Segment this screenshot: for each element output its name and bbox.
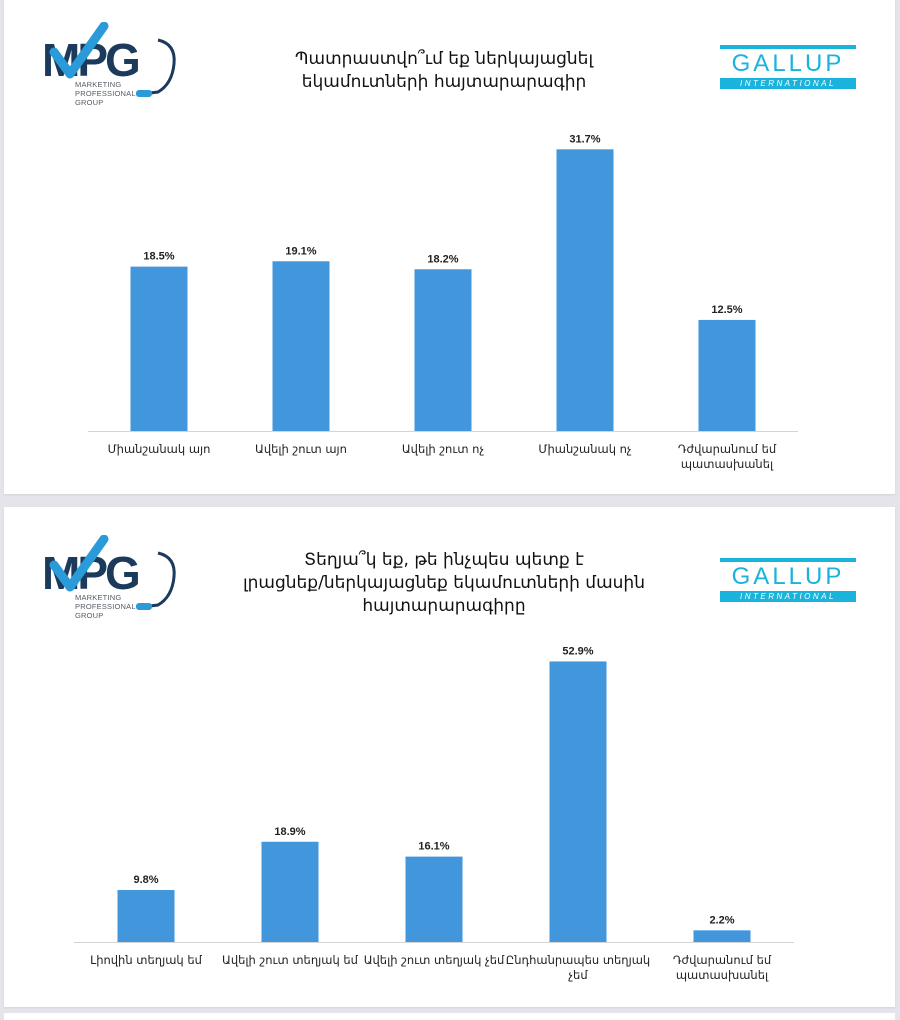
value-label-2: 19.1% <box>285 245 316 257</box>
chart-title-1: Պատրաստվո՞ւմ եք ներկայացնել եկամուտների … <box>294 49 594 92</box>
category-label-2: Ավելի շուտ տեղյակ եմ <box>222 953 359 967</box>
value-label-1: 9.8% <box>133 874 158 886</box>
value-label-3: 16.1% <box>418 841 449 853</box>
bar-2 <box>272 261 330 431</box>
value-label-1: 18.5% <box>143 251 174 263</box>
value-label-3: 18.2% <box>427 253 458 265</box>
category-label-3: Ավելի շուտ ոչ <box>402 442 485 456</box>
value-label-2: 18.9% <box>274 826 305 838</box>
bar-2 <box>261 841 319 942</box>
mpg-logo-mark: MPG <box>42 535 176 610</box>
category-label-5: Դժվարանում եմ <box>678 442 777 456</box>
value-label-4: 31.7% <box>569 133 600 145</box>
bar-3 <box>405 856 463 942</box>
mpg-tagline: MARKETING PROFESSIONAL GROUP <box>75 593 136 620</box>
category-label-5: պատասխանել <box>676 968 769 982</box>
mpg-logo: MPG MARKETING PROFESSIONAL GROUP <box>40 535 190 625</box>
category-label-4: Ընդհանրապես տեղյակ <box>506 953 650 967</box>
chart-title-2: Տեղյա՞կ եք, թե ինչպես պետք է լրացնեք/ներ… <box>243 550 645 616</box>
bar-5 <box>698 319 756 431</box>
chart-panel-1: MPG MARKETING PROFESSIONAL GROUP Պատրաստ… <box>4 0 895 494</box>
bar-1 <box>130 266 188 431</box>
value-label-5: 2.2% <box>709 914 734 926</box>
gallup-top-bar <box>720 558 856 562</box>
value-label-5: 12.5% <box>711 304 742 316</box>
mpg-tagline: MARKETING PROFESSIONAL GROUP <box>75 80 136 107</box>
gallup-subtitle: INTERNATIONAL <box>720 78 856 89</box>
gallup-wordmark: GALLUP <box>731 563 845 590</box>
category-label-1: Միանշանակ այո <box>108 442 211 456</box>
category-label-5: Դժվարանում եմ <box>673 953 772 967</box>
bar-4 <box>556 149 614 431</box>
category-label-5: պատասխանել <box>681 457 774 471</box>
bar-1 <box>117 890 175 942</box>
category-label-4: Միանշանակ ոչ <box>538 442 632 456</box>
gallup-top-bar <box>720 45 856 49</box>
chart-panel-2: MPG MARKETING PROFESSIONAL GROUP Տեղյա՞կ… <box>4 507 895 1007</box>
value-label-4: 52.9% <box>562 645 593 657</box>
mpg-logo: MPG MARKETING PROFESSIONAL GROUP <box>40 22 190 112</box>
category-label-2: Ավելի շուտ այո <box>255 442 347 456</box>
bar-chart-2: 9.8% Լիովին տեղյակ եմ 18.9% Ավելի շուտ տեղյ… <box>74 645 794 982</box>
gallup-wordmark: GALLUP <box>731 50 845 77</box>
bar-chart-1: 18.5% Միանշանակ այո 19.1% Ավելի շուտ այո 18.… <box>88 133 798 471</box>
category-label-3: Ավելի շուտ տեղյակ չեմ <box>364 953 505 967</box>
category-label-4: չեմ <box>568 968 588 982</box>
mpg-logo-mark: MPG <box>42 22 176 97</box>
gallup-logo: GALLUP INTERNATIONAL <box>720 42 856 90</box>
bar-5 <box>693 930 751 942</box>
bar-4 <box>549 661 607 942</box>
bar-3 <box>414 269 472 431</box>
gallup-subtitle: INTERNATIONAL <box>720 591 856 602</box>
next-panel-edge <box>4 1013 895 1020</box>
gallup-logo: GALLUP INTERNATIONAL <box>720 555 856 603</box>
category-label-1: Լիովին տեղյակ եմ <box>90 953 203 967</box>
